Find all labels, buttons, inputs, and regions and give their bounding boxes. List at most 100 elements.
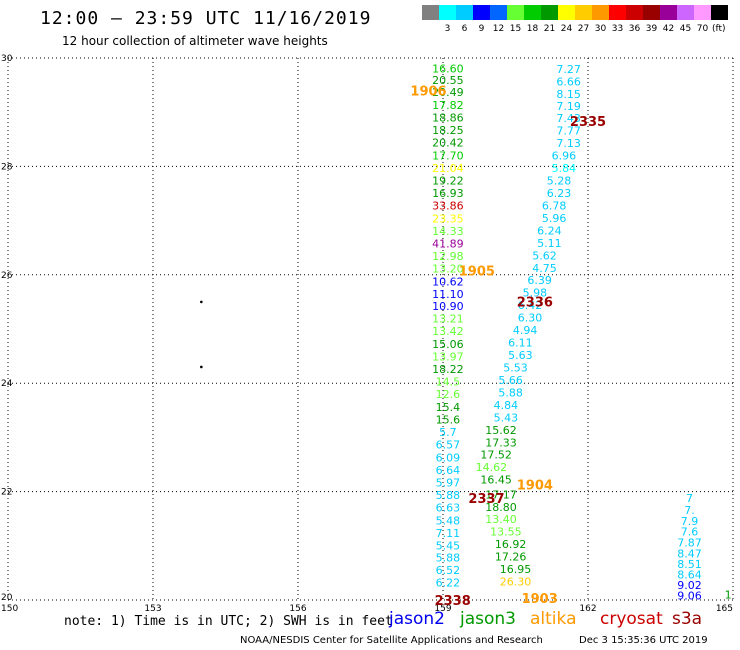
swh-data-label: 13.40 [485,513,517,526]
swh-data-label: 7.77 [556,125,581,138]
swh-data-label: 7.9 [681,515,699,528]
swh-data-label: 7.87 [677,537,702,550]
swh-data-label: 9.06 [677,590,702,603]
chart-subtitle: 12 hour collection of altimeter wave hei… [62,34,328,48]
scale-swatch [422,5,439,20]
scale-label: 27 [577,24,590,34]
scale-unit-label: (ft) [712,24,726,34]
pass-time-label: 2335 [570,115,606,130]
swh-data-label: 18.86 [432,112,464,125]
pass-time-label: 1904 [517,479,553,494]
scale-label: 42 [662,24,675,34]
scale-label: 18 [526,24,539,34]
satellite-legend-jason3: jason3 [460,609,516,629]
satellite-legend-s3a: s3a [672,609,703,629]
swh-data-label: 16.45 [480,474,512,487]
generated-date: Dec 3 15:35:36 UTC 2019 [579,635,708,646]
scale-swatch [456,5,473,20]
x-tick-label: 153 [144,604,161,614]
scale-swatch [643,5,660,20]
swh-data-label: 6.64 [436,464,461,477]
swh-data-label: 41.89 [432,237,464,250]
swh-data-label: 23.35 [432,212,464,225]
swh-data-label: 6.23 [547,187,572,200]
y-tick-label: 22 [1,488,12,498]
swh-data-label: 15.62 [485,424,517,437]
swh-data-label: 6.09 [436,451,461,464]
swh-data-label: 15.4 [436,401,461,414]
swh-data-label: 11.10 [432,288,464,301]
scale-swatch [439,5,456,20]
swh-data-label: 6.30 [518,312,543,325]
swh-data-label: 4.94 [513,324,538,337]
scale-label: 30 [594,24,607,34]
swh-data-label: 13.97 [432,351,464,364]
scale-label: 12 [492,24,505,34]
swh-data-label: 6.78 [542,199,567,212]
swh-data-label: 5.11 [537,237,562,250]
swh-data-label: 18.25 [432,124,464,137]
data-point [200,365,203,369]
swh-data-label: 6.63 [436,501,461,514]
swh-data-label: 17.82 [432,99,464,112]
swh-data-label: 7.43 [556,112,581,125]
swh-data-label: 14.33 [432,225,464,238]
pass-time-label: 1905 [459,264,495,279]
swh-data-label: 17.17 [485,488,517,501]
swh-data-label: 13.42 [432,325,464,338]
swh-data-label: 5.45 [436,539,461,552]
scale-swatch [660,5,677,20]
swh-data-label: 17.52 [480,449,512,462]
pass-time-label: 2336 [517,295,553,310]
swh-data-label: 7.27 [556,63,581,76]
pass-time-label: 1906 [410,85,446,100]
plot-axes: 20 22 24 26 28 30 150 153 156 159 162 165 [1,54,733,614]
x-tick-label: 156 [289,604,306,614]
swh-data-label: 16.60 [432,62,464,75]
scale-swatch [626,5,643,20]
swh-data-label: 5.66 [498,374,523,387]
scale-label: 36 [628,24,641,34]
swh-data-label: 8.47 [677,547,702,560]
swh-data-label: 10.62 [432,275,464,288]
swh-data-label: 8.64 [677,569,702,582]
satellite-legend-altika: altika [530,609,577,629]
scale-swatch [507,5,524,20]
swh-data-label: 14.5 [436,376,461,389]
swh-data-label: 5.88 [436,489,461,502]
swh-data-label: 7.11 [436,527,461,540]
swh-data-label: 7.13 [556,137,581,150]
swh-data-label: 19.22 [432,174,464,187]
scale-swatch [575,5,592,20]
x-tick-label: 150 [1,604,18,614]
swh-data-label: 13.55 [490,526,522,539]
swh-data-label: 14.62 [476,461,508,474]
scale-label: 6 [461,24,468,34]
swh-data-label: 16.93 [432,187,464,200]
swh-data-label: 13.21 [432,313,464,326]
x-tick-label: 159 [434,604,451,614]
plot-grid [7,57,734,601]
swh-data-label: 15.06 [432,338,464,351]
pass-time-label: 2337 [468,492,504,507]
swh-data-label: 6.11 [508,337,533,350]
scale-swatch [558,5,575,20]
scale-swatch [592,5,609,20]
swh-data-label: 33.86 [432,199,464,212]
scale-label: 15 [509,24,522,34]
swh-data-label: 5.96 [542,212,567,225]
swh-data-label: 4.75 [532,262,557,275]
swh-data-label: 6.24 [537,224,562,237]
swh-data-label: 7. [684,504,695,517]
scale-label: 9 [478,24,485,34]
scale-label: 33 [611,24,624,34]
y-tick-label: 20 [1,593,13,603]
data-point [200,300,203,304]
swh-data-label: 6.42 [518,299,543,312]
swh-data-label: 7.19 [556,100,581,113]
swh-data-label: 4.84 [494,399,519,412]
swh-data-label: 5.48 [436,514,461,527]
swh-data-label: 8.51 [677,558,702,571]
swh-data-label: 17.26 [495,551,527,564]
